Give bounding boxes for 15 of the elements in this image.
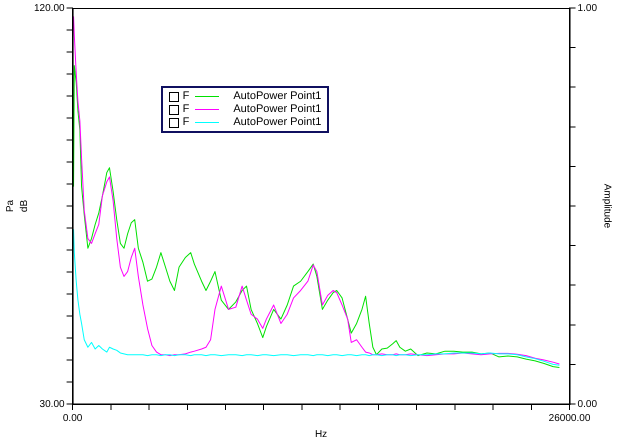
text: Pa bbox=[4, 199, 16, 212]
x-axis-title: Hz bbox=[314, 428, 328, 440]
y-tick-label: 30.00 bbox=[40, 398, 66, 410]
annotation: F bbox=[182, 90, 190, 103]
annotation: F bbox=[182, 103, 190, 116]
y-axis-title: dB bbox=[18, 200, 30, 212]
legend-label: AutoPower Point1 bbox=[233, 90, 322, 103]
y2-tick-label: 1.00 bbox=[578, 2, 598, 14]
legend-label: AutoPower Point1 bbox=[233, 116, 322, 129]
y2-tick-label: 0.00 bbox=[578, 398, 598, 410]
x-tick-label: 26000.00 bbox=[548, 412, 591, 424]
legend-label: AutoPower Point1 bbox=[233, 103, 322, 116]
y2-axis-title: Amplitude bbox=[601, 184, 612, 229]
annotation: F bbox=[182, 116, 190, 129]
y-tick-label: 120.00 bbox=[34, 2, 66, 14]
